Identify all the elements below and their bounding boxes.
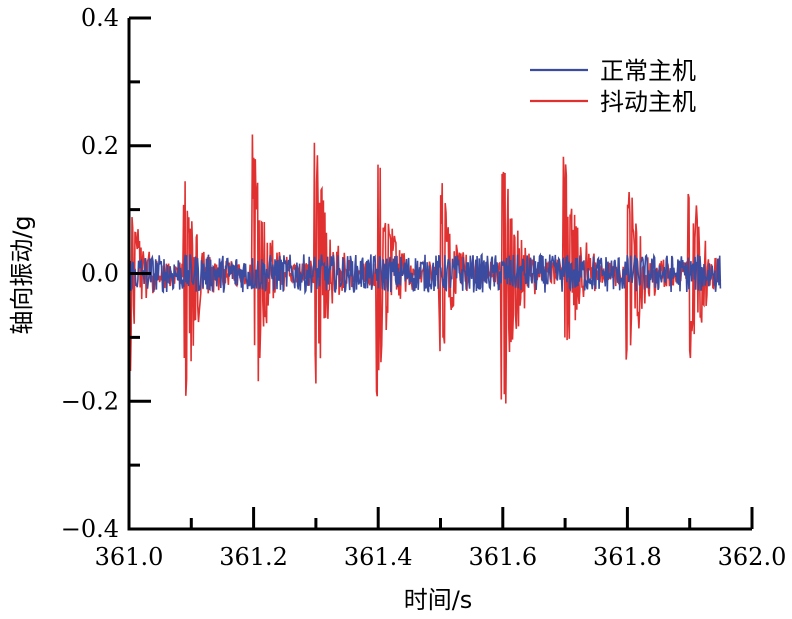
y-tick-label: −0.2	[61, 387, 119, 415]
x-tick-label: 362.0	[718, 543, 787, 571]
y-tick-label: 0.0	[81, 260, 119, 288]
legend-label: 抖动主机	[600, 88, 696, 116]
y-tick-label: 0.4	[81, 4, 119, 32]
x-tick-label: 361.6	[468, 543, 537, 571]
x-tick-label: 361.0	[95, 543, 164, 571]
y-axis-title: 轴向振动/g	[8, 215, 36, 334]
x-tick-label: 361.8	[593, 543, 662, 571]
series-line-normal-host	[128, 252, 722, 296]
x-axis-title: 时间/s	[404, 586, 473, 614]
y-tick-label: 0.2	[81, 132, 119, 160]
x-tick-label: 361.4	[344, 543, 413, 571]
legend-label: 正常主机	[600, 57, 696, 85]
x-tick-label: 361.2	[219, 543, 288, 571]
y-tick-label: −0.4	[61, 515, 119, 543]
plot-area	[128, 134, 722, 404]
